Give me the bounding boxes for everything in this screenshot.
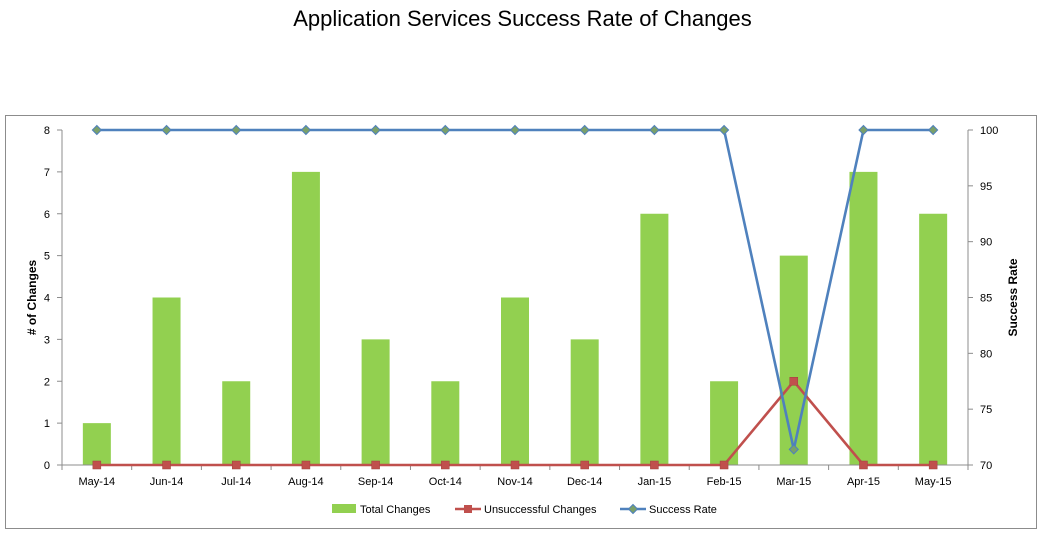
x-tick-label: Jan-15 — [638, 476, 672, 488]
x-tick-label: Jul-14 — [221, 476, 251, 488]
bar-may-14 — [82, 423, 111, 465]
bar-oct-14 — [431, 381, 460, 465]
marker-unsuccessful-jun-14 — [162, 460, 171, 470]
bar-jan-15 — [640, 213, 669, 465]
marker-success-rate-apr-15 — [858, 124, 869, 136]
y-tick-label: 0 — [44, 460, 50, 472]
marker-success-rate-sep-14 — [370, 124, 381, 136]
marker-success-rate-may-14 — [91, 124, 103, 136]
y-tick-label: 1 — [44, 418, 50, 430]
y-tick-label: 3 — [44, 334, 50, 346]
marker-unsuccessful-sep-14 — [371, 460, 380, 470]
bar-mar-15 — [779, 255, 808, 465]
marker-unsuccessful-jan-15 — [650, 460, 659, 470]
bar-feb-15 — [710, 381, 739, 465]
marker-unsuccessful-jul-14 — [231, 460, 241, 470]
marker-unsuccessful-nov-14 — [510, 460, 520, 470]
marker-success-rate-may-15 — [927, 124, 939, 136]
x-tick-label: Nov-14 — [497, 476, 532, 488]
bar-jun-14 — [152, 297, 181, 465]
marker-success-rate-oct-14 — [440, 124, 451, 136]
y-tick-label: 2 — [44, 376, 50, 388]
y-tick-label: 4 — [44, 293, 50, 305]
y-tick-label: 6 — [44, 209, 50, 221]
y-axis-title: # of Changes — [25, 260, 39, 336]
marker-unsuccessful-feb-15 — [719, 460, 729, 470]
x-tick-label: Oct-14 — [429, 476, 462, 488]
marker-success-rate-jun-14 — [161, 124, 172, 136]
y2-tick-label: 100 — [980, 125, 998, 137]
x-tick-label: Sep-14 — [358, 476, 393, 488]
marker-unsuccessful-oct-14 — [441, 460, 450, 470]
marker-unsuccessful-aug-14 — [301, 460, 311, 470]
marker-unsuccessful-apr-15 — [859, 460, 868, 470]
y2-axis-title: Success Rate — [1006, 258, 1020, 336]
y2-tick-label: 85 — [980, 293, 992, 305]
marker-success-rate-mar-15 — [788, 444, 799, 455]
lines-layer — [91, 124, 939, 470]
bar-sep-14 — [361, 339, 390, 465]
x-tick-label: May-15 — [915, 476, 952, 488]
y2-tick-label: 70 — [980, 460, 992, 472]
y-tick-label: 5 — [44, 251, 50, 263]
marker-success-rate-dec-14 — [579, 124, 590, 136]
marker-unsuccessful-may-15 — [928, 460, 938, 470]
y-tick-label: 8 — [44, 125, 50, 137]
marker-unsuccessful-mar-15 — [789, 377, 799, 386]
marker-unsuccessful-dec-14 — [580, 460, 589, 470]
legend-label-unsuccessful-changes: Unsuccessful Changes — [484, 504, 597, 516]
marker-unsuccessful-may-14 — [92, 460, 102, 470]
marker-success-rate-jul-14 — [231, 124, 242, 136]
y2-tick-label: 90 — [980, 237, 992, 249]
x-tick-label: Apr-15 — [847, 476, 880, 488]
x-tick-label: Feb-15 — [707, 476, 742, 488]
bar-nov-14 — [501, 297, 529, 465]
x-tick-label: Mar-15 — [776, 476, 811, 488]
marker-success-rate-feb-15 — [718, 124, 730, 136]
y2-tick-label: 95 — [980, 181, 992, 193]
legend-marker-success-rate — [627, 503, 639, 515]
legend-label-total-changes: Total Changes — [360, 504, 431, 516]
y2-tick-label: 75 — [980, 404, 992, 416]
chart-title: Application Services Success Rate of Cha… — [293, 6, 752, 31]
marker-success-rate-jan-15 — [649, 124, 660, 136]
bars-layer — [82, 171, 948, 465]
legend: Total Changes Unsuccessful Changes Success… — [332, 503, 717, 516]
marker-success-rate-aug-14 — [300, 124, 312, 136]
bar-dec-14 — [570, 339, 599, 465]
y2-tick-label: 80 — [980, 348, 992, 360]
bar-apr-15 — [849, 171, 878, 465]
legend-label-success-rate: Success Rate — [649, 504, 717, 516]
x-tick-label: Aug-14 — [288, 476, 323, 488]
bar-aug-14 — [291, 171, 320, 465]
x-tick-label: May-14 — [79, 476, 116, 488]
x-tick-label: Jun-14 — [150, 476, 184, 488]
x-tick-label: Dec-14 — [567, 476, 602, 488]
legend-swatch-total-changes — [332, 504, 356, 513]
marker-success-rate-nov-14 — [509, 124, 521, 136]
bar-jul-14 — [222, 381, 251, 465]
bar-may-15 — [919, 213, 948, 465]
legend-marker-unsuccessful-changes — [464, 505, 472, 513]
y-tick-label: 7 — [44, 167, 50, 179]
